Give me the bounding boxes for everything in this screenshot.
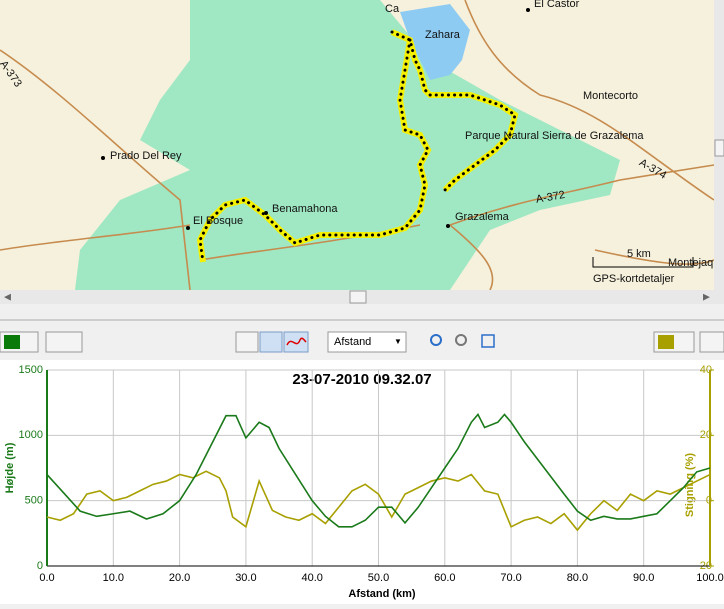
color-swatch [4, 335, 20, 349]
x-tick-label: 10.0 [103, 572, 124, 584]
map-label: Montejaq [668, 257, 713, 269]
y-tick-label: 1000 [19, 429, 43, 441]
chart-title: 23-07-2010 09.32.07 [292, 371, 431, 388]
y-axis-label: Højde (m) [4, 442, 16, 493]
map-label: Parque Natural Sierra de Grazalema [465, 130, 644, 142]
zoom-fit[interactable] [481, 334, 495, 348]
y2-tick-label: 40 [700, 364, 712, 376]
map-label: Prado Del Rey [110, 150, 182, 162]
tool-button[interactable] [235, 331, 259, 353]
x-tick-label: 80.0 [567, 572, 588, 584]
tool-button[interactable] [259, 331, 283, 353]
x-tick-label: 30.0 [235, 572, 256, 584]
map-label: Grazalema [455, 211, 510, 223]
y2-tick-label: 20 [700, 429, 712, 441]
h-thumb[interactable] [349, 290, 367, 304]
map-label: A-372 [535, 189, 566, 206]
zoom-out[interactable] [455, 334, 467, 346]
track [196, 39, 432, 263]
track-dots [390, 30, 517, 192]
xmode-value: Afstand [334, 336, 371, 348]
dropdown[interactable] [45, 331, 83, 353]
v-thumb[interactable] [714, 139, 724, 157]
x-tick-label: 20.0 [169, 572, 190, 584]
attribution-bg [590, 270, 714, 288]
scroll-right[interactable]: ▶ [703, 291, 710, 301]
map-label: Montecorto [583, 90, 638, 102]
x-axis-label: Afstand (km) [348, 588, 416, 600]
scroll-left[interactable]: ◀ [4, 291, 11, 301]
y-tick-label: 1500 [19, 364, 43, 376]
places [101, 8, 530, 230]
x-tick-label: 50.0 [368, 572, 389, 584]
x-tick-label: 70.0 [500, 572, 521, 584]
y-tick-label: 0 [37, 560, 43, 572]
roads [0, 0, 715, 291]
series-line [46, 470, 711, 532]
zoom-in[interactable] [430, 334, 442, 346]
x-tick-label: 100.0 [696, 572, 724, 584]
y2-tick-label: 0 [706, 495, 712, 507]
map-label: El Bosque [193, 215, 243, 227]
scale-label: 5 km [627, 248, 651, 260]
tool-icon [286, 337, 307, 346]
map-label: Benamahona [272, 203, 338, 215]
attribution: GPS-kortdetaljer [593, 273, 675, 285]
map-label: Ca [385, 3, 400, 15]
x-tick-label: 60.0 [434, 572, 455, 584]
xmode-select[interactable] [327, 331, 407, 353]
map-label: Zahara [425, 29, 461, 41]
x-tick-label: 90.0 [633, 572, 654, 584]
x-tick-label: 40.0 [301, 572, 322, 584]
dropdown[interactable] [699, 331, 724, 353]
select-arrow: ▼ [394, 337, 402, 346]
color-swatch [658, 335, 674, 349]
map-label: El Castor [534, 0, 580, 10]
plot: 0.0 10.0 20.0 30.0 40.0 50.0 60.0 70.0 80.0 90.0 1… [19, 364, 724, 584]
x-tick-label: 0.0 [39, 572, 54, 584]
lake [400, 4, 470, 80]
y-tick-label: 500 [25, 495, 43, 507]
series-line [46, 412, 711, 528]
tool-button[interactable] [283, 331, 309, 353]
scale-bar [592, 257, 694, 268]
chart-panel [0, 360, 724, 604]
